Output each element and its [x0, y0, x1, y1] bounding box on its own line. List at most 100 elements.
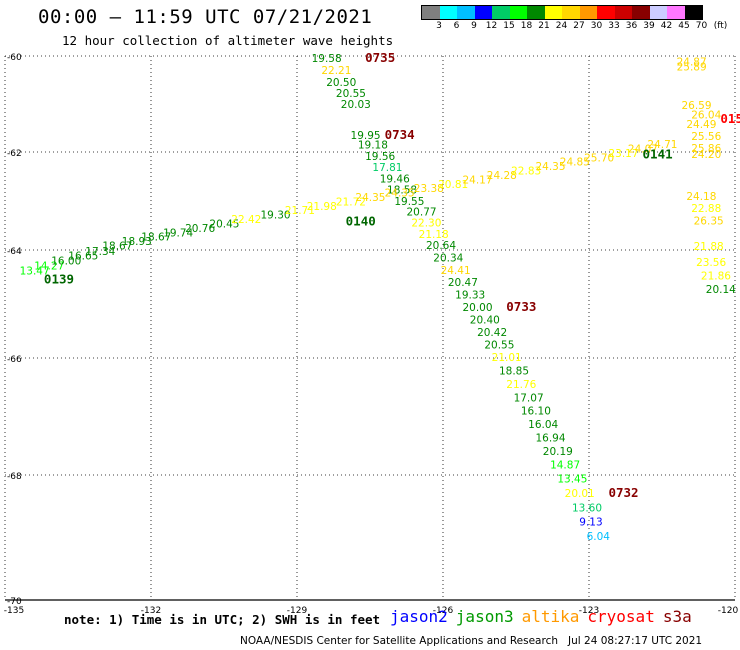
wave-height-value: 20.00 — [462, 302, 492, 314]
wave-height-value: 21.86 — [701, 271, 731, 283]
wave-height-value: 21.88 — [694, 241, 724, 253]
longitude-label: -120 — [718, 606, 739, 616]
scale-swatch — [422, 6, 440, 19]
scale-label: 36 — [625, 21, 638, 31]
wave-height-value: 24.20 — [691, 149, 721, 161]
scale-swatch — [562, 6, 580, 19]
wave-height-value: 13.47 — [20, 265, 50, 277]
wave-height-value: 19.30 — [261, 210, 291, 222]
satellite-legend-item: jason3 — [455, 607, 514, 626]
wave-height-value: 19.58 — [312, 53, 342, 65]
wave-height-value: 20.42 — [477, 327, 507, 339]
scale-label: 27 — [573, 21, 585, 31]
longitude-label: -123 — [579, 606, 599, 616]
scale-label: 70 — [695, 21, 708, 31]
wave-height-value: 20.64 — [426, 240, 456, 252]
wave-height-value: 24.18 — [686, 191, 716, 203]
wave-height-value: 20.81 — [438, 179, 468, 191]
scale-label: 39 — [643, 21, 655, 31]
wave-height-value: 20.19 — [543, 446, 573, 458]
wave-height-value: 26.04 — [691, 109, 721, 121]
wave-height-value: 24.85 — [560, 157, 590, 169]
wave-height-value: 17.34 — [85, 246, 115, 258]
wave-height-value: 13.60 — [572, 502, 602, 514]
longitude-label: -129 — [287, 606, 308, 616]
wave-height-value: 24.71 — [647, 139, 677, 151]
wave-height-value: 24.28 — [487, 170, 517, 182]
wave-height-value: 24.17 — [462, 174, 492, 186]
wave-height-value: 19.18 — [358, 140, 388, 152]
wave-height-value: 23.17 — [608, 148, 638, 160]
wave-height-value: 26.35 — [694, 216, 724, 228]
wave-height-value: 20.50 — [326, 77, 356, 89]
wave-height-value: 23.38 — [414, 183, 444, 195]
wave-height-value: 21.76 — [506, 379, 536, 391]
scale-swatch — [492, 6, 510, 19]
wave-height-value: 21.72 — [336, 196, 366, 208]
wave-height-value: 25.86 — [691, 143, 721, 155]
scale-label: 18 — [520, 21, 533, 31]
pass-time-label: 0140 — [346, 214, 376, 229]
satellite-legend-item: cryosat — [587, 607, 655, 626]
wave-height-value: 18.93 — [122, 236, 152, 248]
wave-height-value: 24.35 — [355, 192, 385, 204]
wave-height-value: 21.71 — [285, 205, 315, 217]
pass-time-label: 0141 — [643, 146, 673, 161]
wave-height-value: 23.56 — [696, 257, 726, 269]
footer-note: note: 1) Time is in UTC; 2) SWH is in fe… — [64, 612, 381, 627]
pass-time-label: 0732 — [608, 485, 638, 500]
wave-height-value: 20.45 — [209, 218, 239, 230]
wave-height-value: 19.95 — [351, 130, 381, 142]
wave-height-value: 17.07 — [514, 392, 544, 404]
wave-height-value: 16.10 — [521, 406, 551, 418]
wave-height-value: 18.67 — [102, 241, 132, 253]
scale-swatch — [457, 6, 475, 19]
scale-swatch — [632, 6, 650, 19]
scale-label: 15 — [503, 21, 515, 31]
pass-time-label: 0733 — [506, 299, 536, 314]
latitude-label: -66 — [7, 355, 22, 365]
wave-height-value: 13.45 — [557, 474, 587, 486]
map-subtitle: 12 hour collection of altimeter wave hei… — [62, 33, 394, 48]
latitude-label: -64 — [7, 247, 22, 257]
wave-height-value: 18.58 — [387, 185, 417, 197]
scale-swatch — [684, 6, 702, 19]
wave-height-value: 20.55 — [484, 339, 514, 351]
pass-time-label: 0735 — [365, 50, 395, 65]
longitude-label: -132 — [141, 606, 161, 616]
latitude-label: -62 — [7, 149, 22, 159]
longitude-label: -135 — [4, 606, 24, 616]
scale-swatch — [474, 6, 492, 19]
wave-height-value: 24.07 — [628, 143, 658, 155]
wave-height-value: 14.87 — [550, 460, 580, 472]
pass-time-label: 015 — [720, 111, 740, 126]
latitude-label: -68 — [7, 472, 22, 482]
wave-height-value: 6.04 — [587, 531, 611, 543]
wave-height-value: 25.89 — [677, 61, 707, 73]
wave-height-value: 24.87 — [677, 57, 707, 69]
satellite-legend-item: s3a — [662, 607, 692, 626]
scale-label: 24 — [555, 21, 568, 31]
wave-height-value: 16.00 — [51, 256, 81, 268]
pass-time-label: 0734 — [385, 127, 415, 142]
wave-height-value: 17.81 — [372, 162, 402, 174]
wave-height-value: 9.13 — [579, 517, 602, 529]
wave-height-value: 20.47 — [448, 277, 478, 289]
wave-height-value: 20.77 — [407, 207, 437, 219]
scale-swatch — [509, 6, 527, 19]
wave-height-value: 24.35 — [385, 188, 415, 200]
wave-height-value: 18.67 — [141, 232, 171, 244]
wave-height-value: 19.55 — [394, 196, 424, 208]
wave-height-value: 19.56 — [365, 151, 395, 163]
wave-height-value: 22.88 — [691, 203, 721, 215]
pass-time-label: 0139 — [44, 271, 74, 286]
wave-height-value: 24.35 — [535, 161, 565, 173]
scale-label: 30 — [590, 21, 603, 31]
longitude-label: -126 — [433, 606, 454, 616]
wave-height-value: 20.55 — [336, 88, 366, 100]
wave-height-value: 25.56 — [691, 131, 721, 143]
wave-height-value: 24.49 — [686, 119, 716, 131]
scale-swatch — [544, 6, 562, 19]
latitude-label: -70 — [7, 597, 22, 607]
